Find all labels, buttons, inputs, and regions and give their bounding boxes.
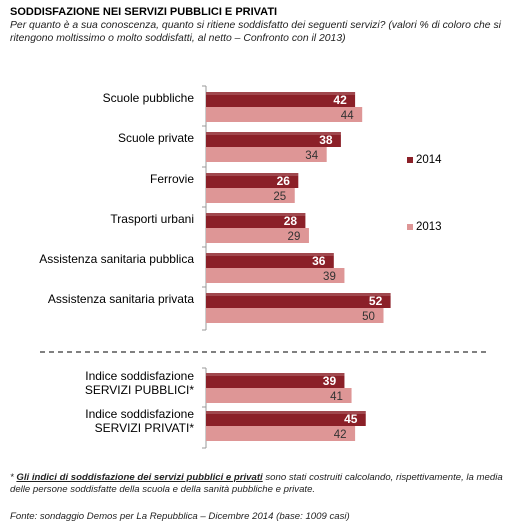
- bar-2014: [206, 253, 334, 268]
- bar-2014-highlight: [206, 213, 306, 216]
- category-label-line: Indice soddisfazione: [85, 407, 194, 421]
- bar-2014: [206, 213, 306, 228]
- value-label-2014: 38: [319, 133, 333, 147]
- category-label: Trasporti urbani: [110, 212, 194, 226]
- bar-2013: [206, 268, 345, 283]
- category-label-line: SERVIZI PUBBLICI*: [85, 383, 194, 397]
- footnote: * Gli indici di soddisfazione dei serviz…: [10, 472, 515, 496]
- bar-2014-highlight: [206, 92, 356, 95]
- legend-label-2013: 2013: [416, 221, 442, 233]
- value-label-2014: 52: [369, 294, 383, 308]
- footnote-underlined: Gli indici di soddisfazione dei servizi …: [16, 472, 263, 483]
- chart-subtitle: Per quanto è a sua conoscenza, quanto si…: [10, 20, 501, 44]
- legend-swatch-2013: [407, 224, 413, 230]
- bar-2014-highlight: [206, 373, 345, 376]
- footnote-marker: *: [10, 472, 17, 483]
- category-label-line: Indice soddisfazione: [85, 369, 194, 383]
- category-label: Ferrovie: [150, 172, 194, 186]
- category-label: Scuole pubbliche: [103, 91, 195, 105]
- value-label-2013: 34: [305, 150, 318, 162]
- legend-label-2014: 2014: [416, 154, 442, 166]
- bar-2014: [206, 173, 299, 188]
- bar-2013: [206, 426, 356, 441]
- bar-2014: [206, 411, 366, 426]
- bar-2014-highlight: [206, 173, 299, 176]
- bar-2013: [206, 308, 384, 323]
- category-label-line: SERVIZI PRIVATI*: [95, 421, 195, 435]
- value-label-2014: 45: [344, 412, 358, 426]
- chart-title: SODDISFAZIONE NEI SERVIZI PUBBLICI E PRI…: [10, 6, 278, 18]
- value-label-2014: 28: [284, 214, 298, 228]
- legend-item-2014: 2014: [407, 154, 442, 166]
- bar-2013: [206, 147, 327, 162]
- source-note: Fonte: sondaggio Demos per La Repubblica…: [10, 511, 350, 522]
- value-label-2013: 50: [362, 311, 375, 323]
- footnote-text: sono stati costruiti calcolando, rispett…: [10, 472, 503, 495]
- category-label: Assistenza sanitaria privata: [48, 292, 194, 306]
- value-label-2013: 41: [330, 391, 343, 403]
- legend-item-2013: 2013: [407, 221, 442, 233]
- bar-2014-highlight: [206, 253, 334, 256]
- value-label-2013: 25: [273, 191, 286, 203]
- bar-2014-highlight: [206, 411, 366, 414]
- bar-2014: [206, 293, 391, 308]
- value-label-2013: 39: [323, 271, 336, 283]
- bar-2014: [206, 92, 356, 107]
- bar-2013: [206, 228, 309, 243]
- category-label: Scuole private: [118, 131, 194, 145]
- category-labels: Scuole pubbliche Scuole private Ferrovie Tr…: [39, 91, 194, 435]
- bar-2013: [206, 188, 295, 203]
- category-label: Assistenza sanitaria pubblica: [39, 252, 194, 266]
- bar-2013: [206, 388, 352, 403]
- value-label-2013: 44: [341, 110, 354, 122]
- value-label-2014: 42: [333, 93, 347, 107]
- bar-2014-highlight: [206, 132, 341, 135]
- bar-2013: [206, 107, 363, 122]
- value-label-2014: 36: [312, 254, 326, 268]
- bar-2014: [206, 373, 345, 388]
- value-label-2014: 26: [277, 174, 291, 188]
- bar-2014-highlight: [206, 293, 391, 296]
- legend-swatch-2014: [407, 157, 413, 163]
- value-label-2013: 42: [334, 429, 347, 441]
- bar-2014: [206, 132, 341, 147]
- value-label-2013: 29: [288, 231, 301, 243]
- value-label-2014: 39: [323, 374, 337, 388]
